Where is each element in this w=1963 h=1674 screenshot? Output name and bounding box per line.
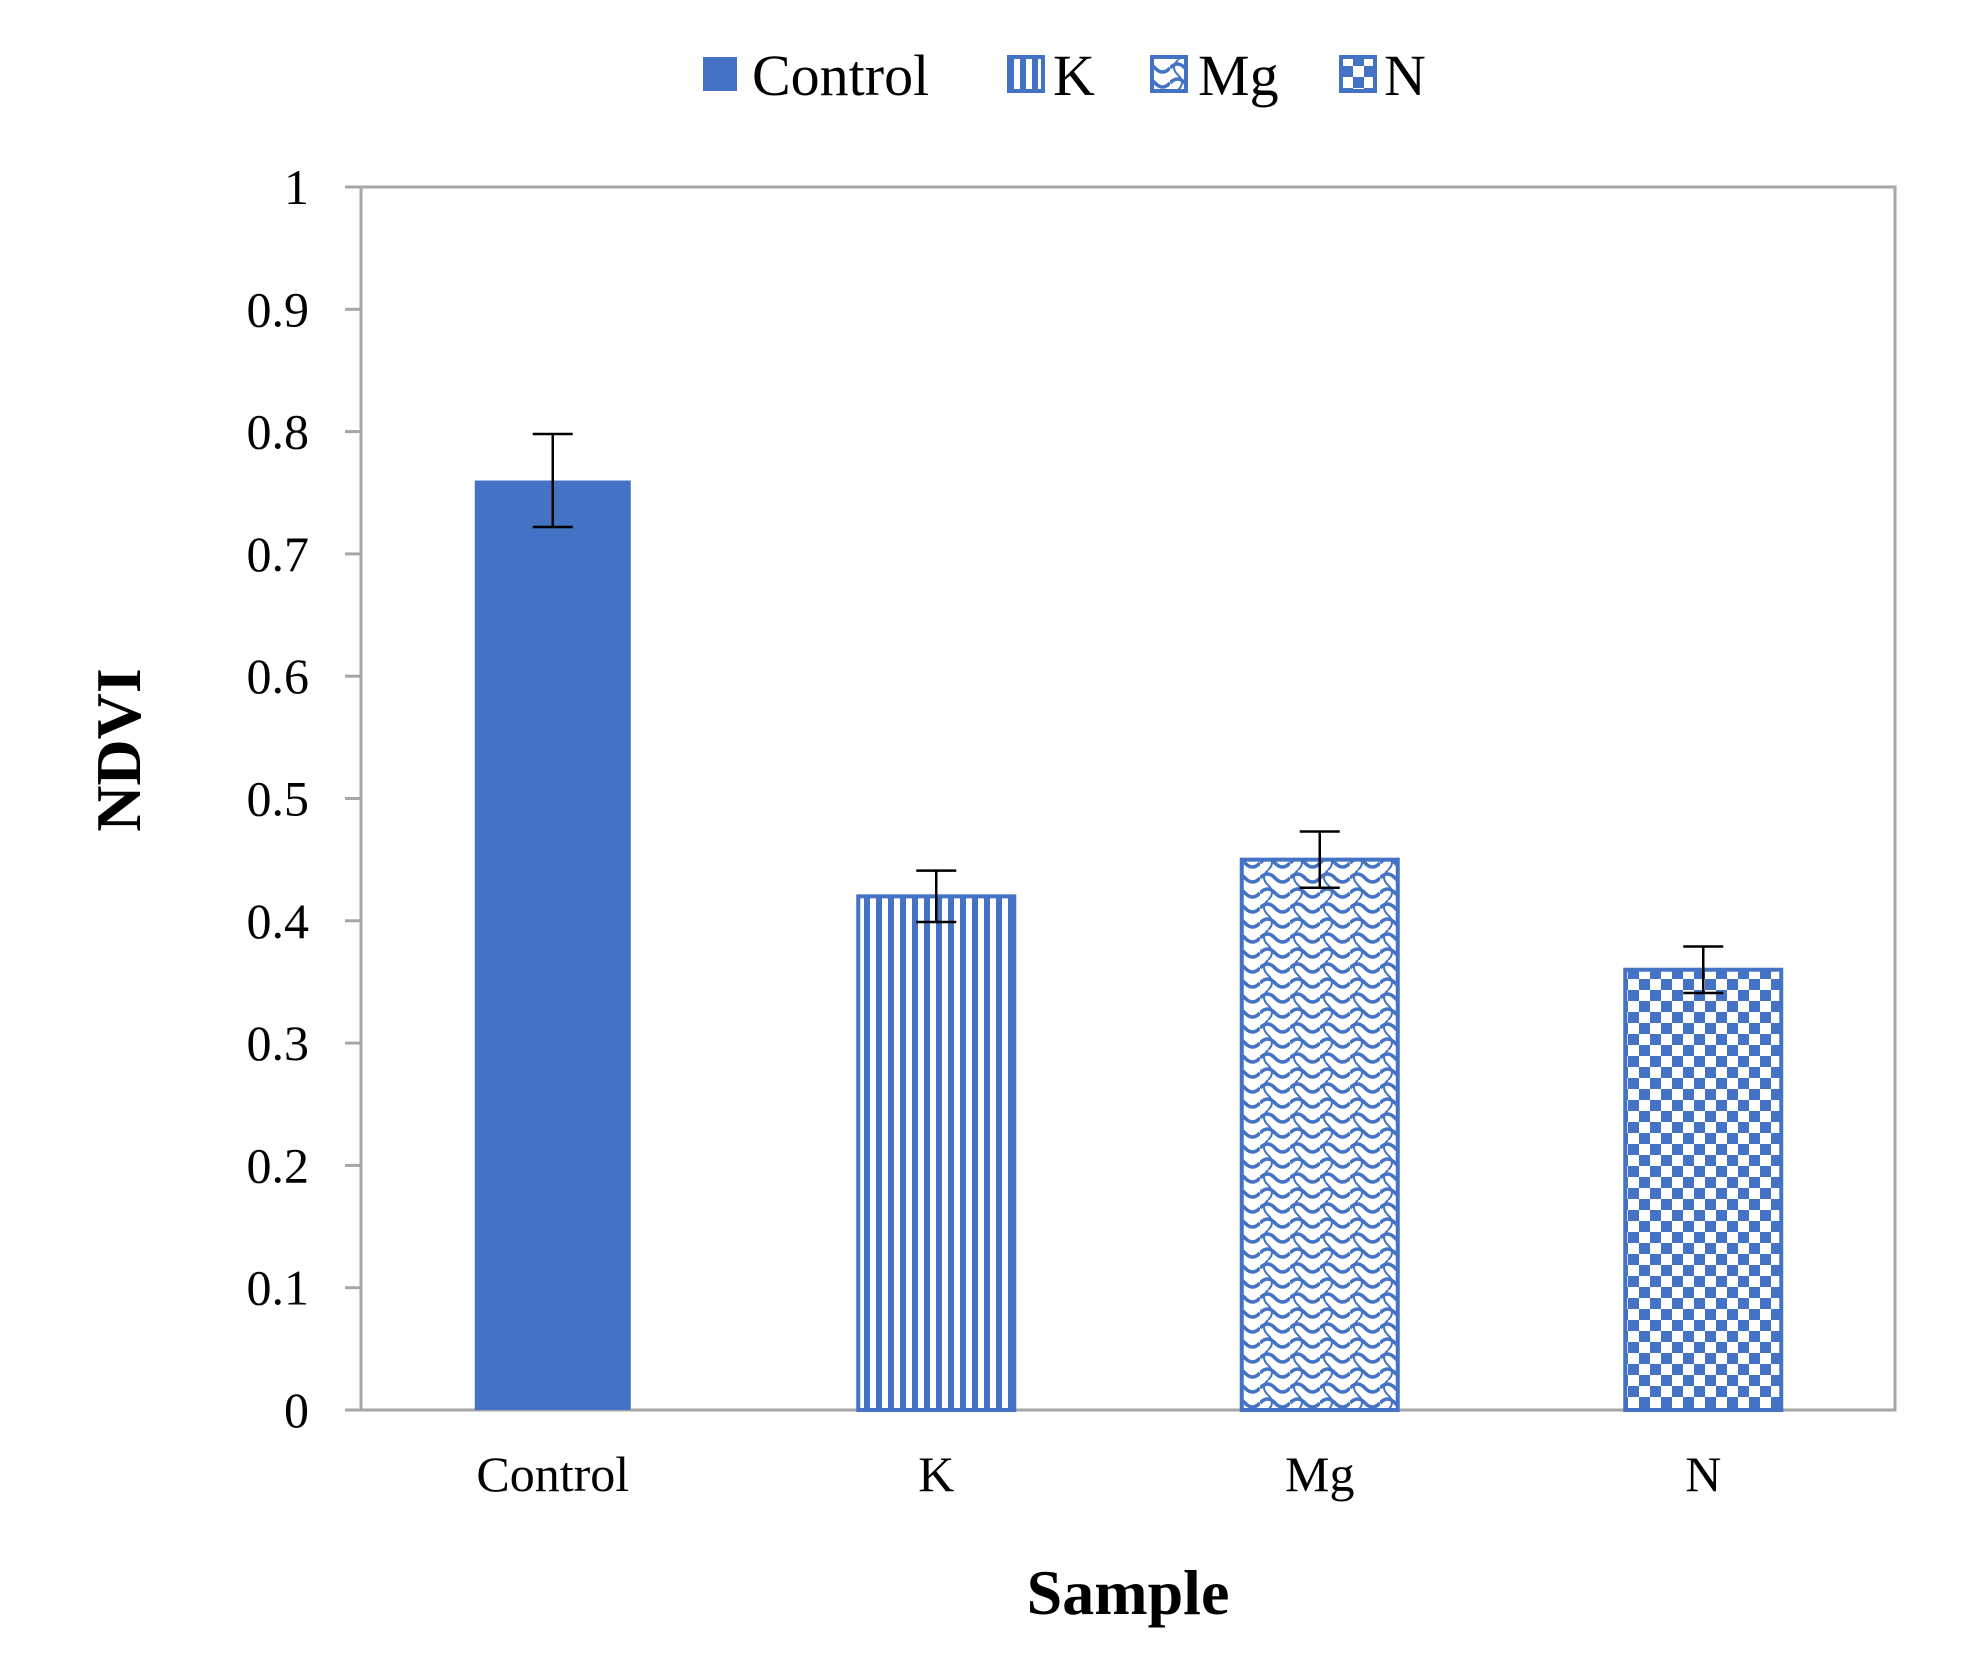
y-tick-label: 0.8 — [247, 404, 310, 460]
legend-label: K — [1053, 43, 1095, 108]
legend-item-control: Control — [703, 43, 929, 108]
y-tick-label: 1 — [284, 159, 309, 215]
y-tick-label: 0 — [284, 1382, 309, 1438]
error-bars — [532, 432, 1724, 995]
legend-item-k: K — [1007, 43, 1095, 108]
x-tick-label: Mg — [1285, 1446, 1354, 1502]
error-bar-mg — [1299, 830, 1340, 890]
bar-control — [474, 480, 631, 1410]
error-bar-control — [532, 432, 573, 529]
y-tick-label: 0.5 — [247, 771, 310, 827]
y-tick-label: 0.2 — [247, 1137, 310, 1193]
error-bar-n — [1683, 945, 1724, 995]
legend-item-mg: Mg — [1150, 43, 1279, 108]
x-axis-title: Sample — [1027, 1557, 1230, 1628]
legend-label: Control — [752, 43, 929, 108]
legend-swatch — [703, 57, 737, 91]
bars — [474, 480, 1784, 1412]
legend-swatch — [1339, 55, 1377, 93]
x-tick-label: N — [1685, 1446, 1721, 1502]
legend-item-n: N — [1339, 43, 1426, 108]
legend: Control K Mg N — [703, 43, 1426, 108]
bar-k — [856, 894, 1017, 1412]
x-tick-label: Control — [476, 1446, 629, 1502]
y-tick-label: 0.6 — [247, 648, 310, 704]
y-axis-title: NDVI — [83, 668, 154, 832]
legend-swatch — [1007, 55, 1045, 93]
y-tick-label: 0.7 — [247, 526, 310, 582]
bar-n — [1623, 967, 1784, 1412]
bar-mg — [1239, 857, 1400, 1412]
legend-label: N — [1384, 43, 1426, 108]
y-tick-label: 0.1 — [247, 1260, 310, 1316]
x-axis: Control K Mg N — [476, 1446, 1721, 1502]
y-tick-label: 0.3 — [247, 1015, 310, 1071]
y-tick-label: 0.9 — [247, 281, 310, 337]
x-tick-label: K — [918, 1446, 954, 1502]
legend-swatch — [1150, 55, 1188, 93]
y-tick-label: 0.4 — [247, 893, 310, 949]
error-bar-k — [916, 869, 957, 924]
legend-label: Mg — [1198, 43, 1279, 108]
y-axis: 0 0.1 0.2 0.3 0.4 0.5 0.6 0.7 0.8 0.9 1 — [247, 159, 361, 1438]
